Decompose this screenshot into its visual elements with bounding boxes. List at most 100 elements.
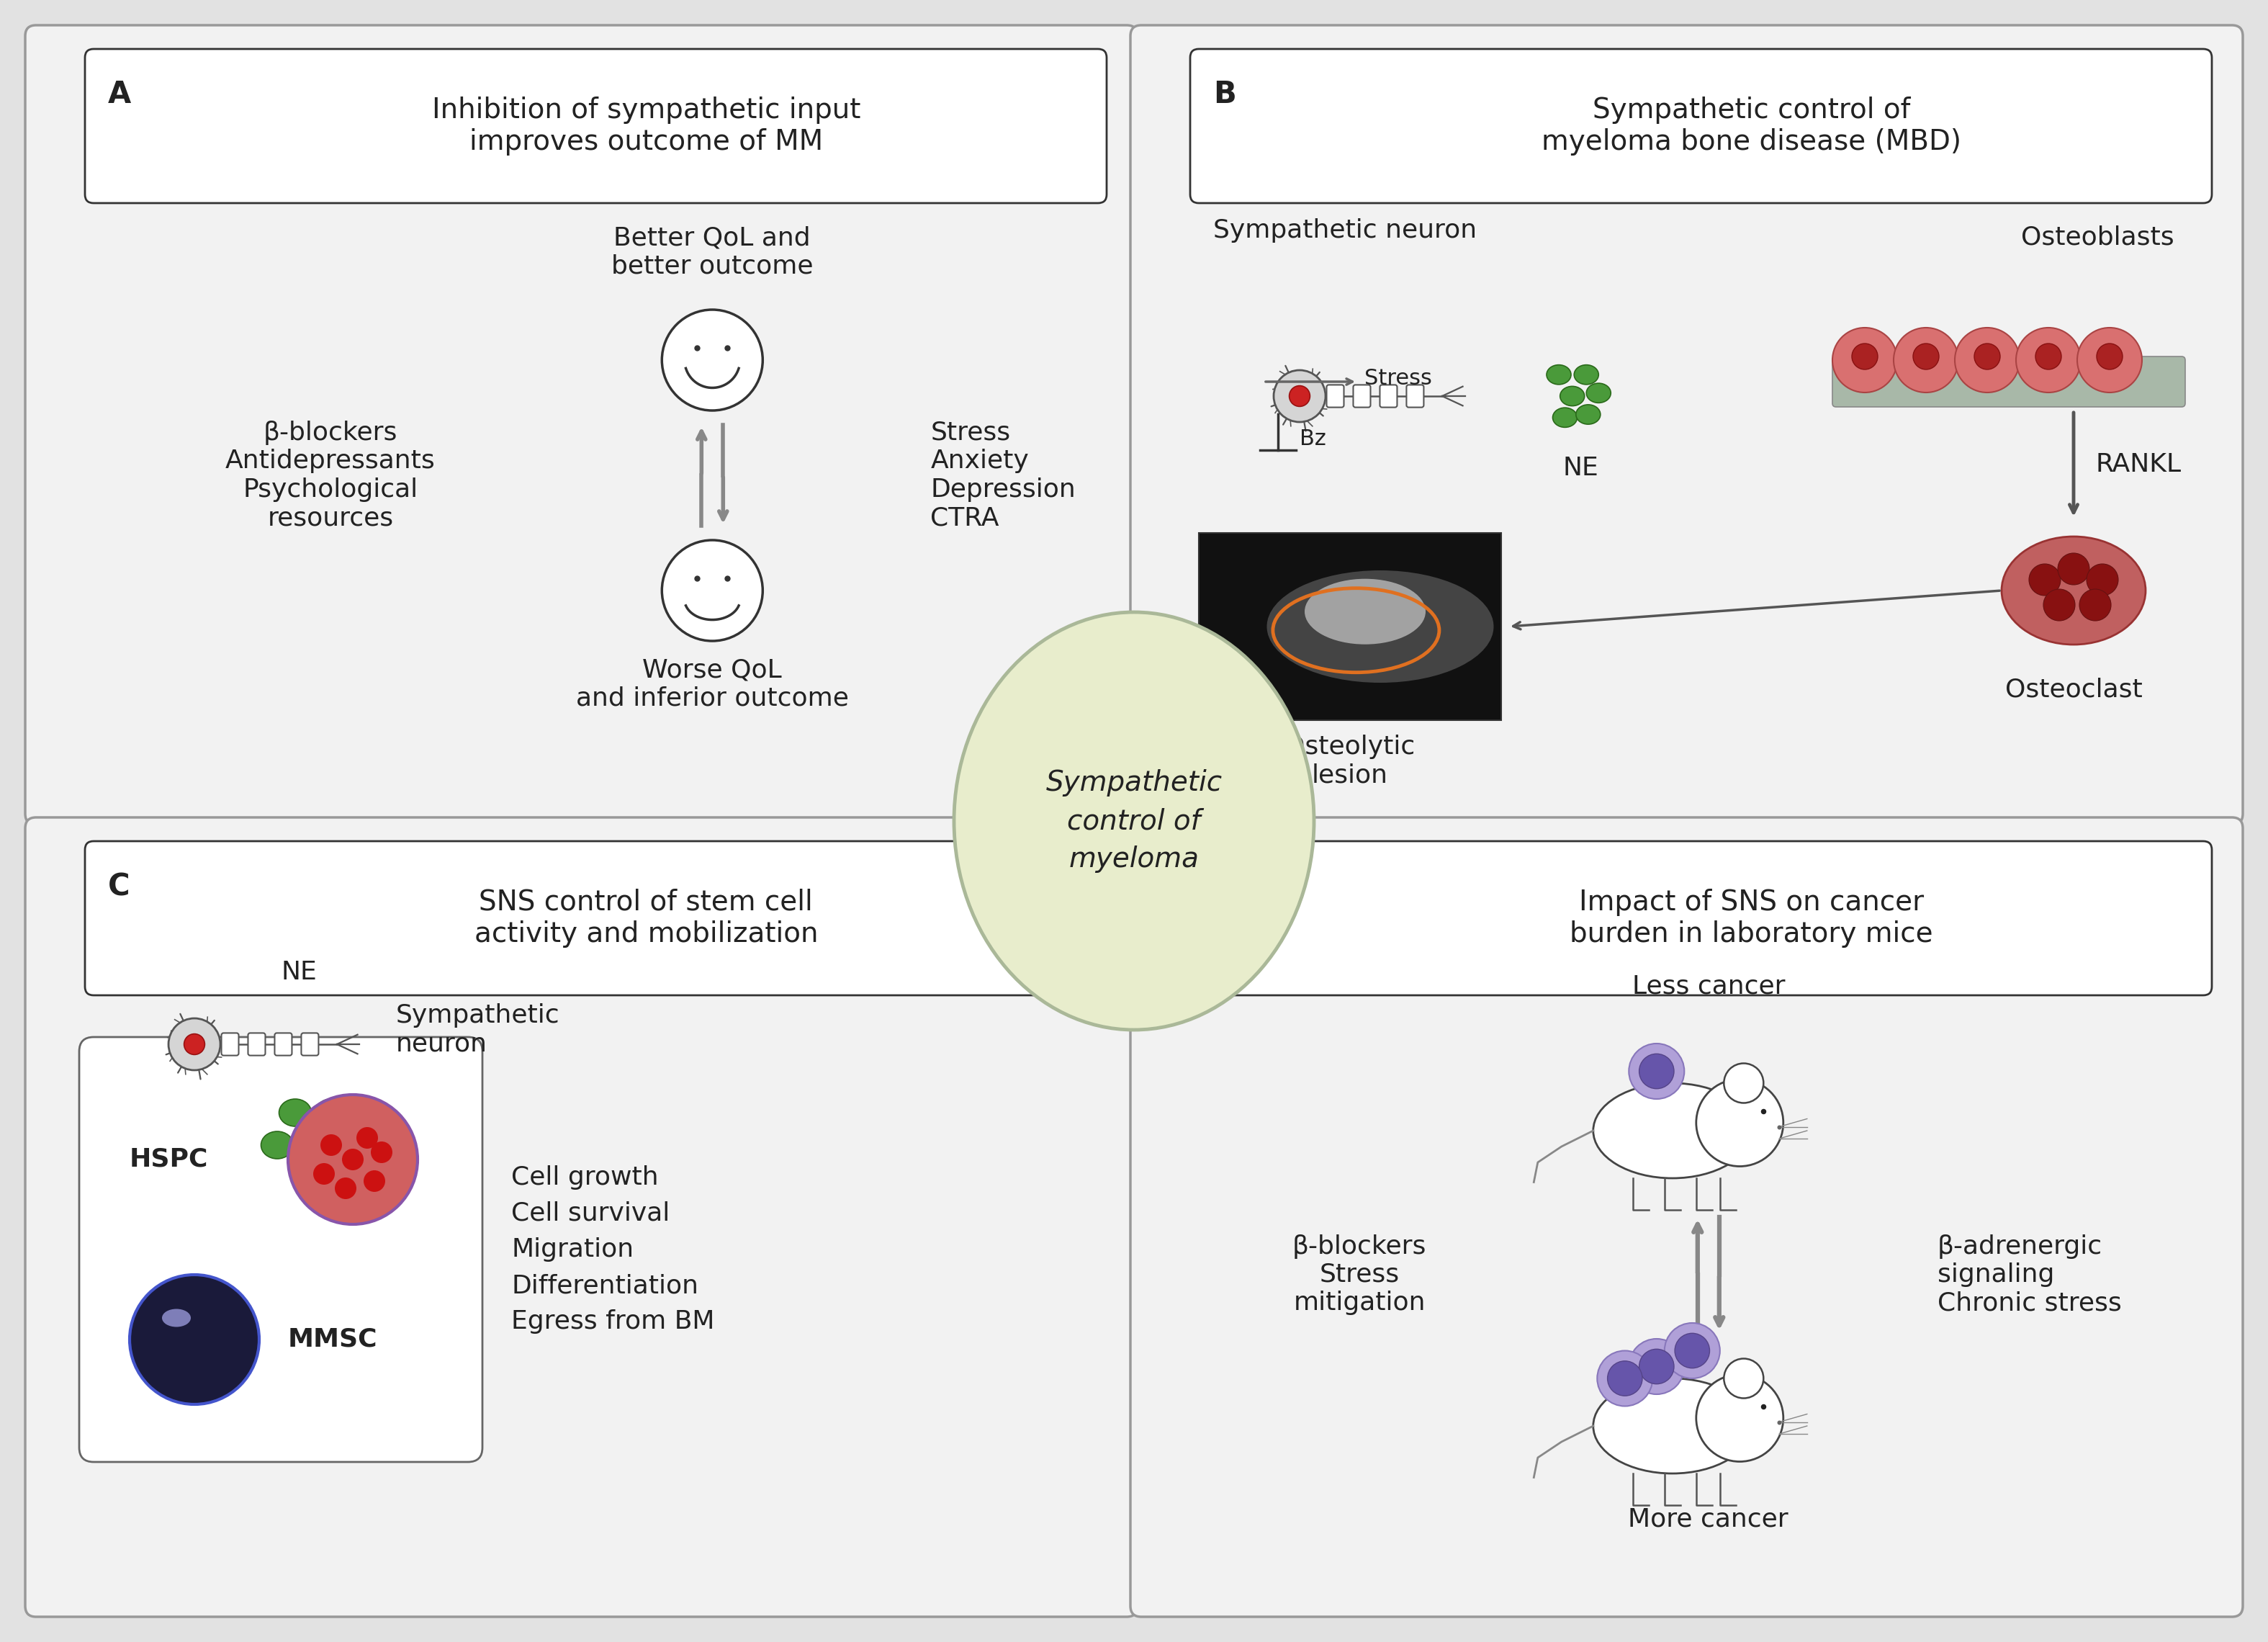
Text: A: A	[109, 79, 132, 110]
Text: Bz: Bz	[1300, 429, 1327, 450]
Ellipse shape	[1547, 365, 1572, 384]
Circle shape	[1640, 1054, 1674, 1089]
Text: B: B	[1213, 79, 1236, 110]
Circle shape	[1288, 386, 1311, 407]
Circle shape	[370, 1141, 392, 1163]
Ellipse shape	[1268, 570, 1495, 683]
Text: SNS control of stem cell
activity and mobilization: SNS control of stem cell activity and mo…	[474, 888, 819, 947]
Text: Stress: Stress	[1365, 368, 1431, 389]
Text: HSPC: HSPC	[129, 1148, 209, 1172]
FancyBboxPatch shape	[1200, 534, 1501, 721]
Circle shape	[1955, 328, 2019, 392]
FancyBboxPatch shape	[274, 1033, 293, 1056]
FancyBboxPatch shape	[1354, 384, 1370, 407]
Circle shape	[1597, 1351, 1653, 1406]
Circle shape	[1833, 328, 1898, 392]
Circle shape	[129, 1274, 259, 1404]
Text: Sympathetic
control of
myeloma: Sympathetic control of myeloma	[1046, 768, 1222, 874]
Text: NE: NE	[281, 961, 318, 985]
Circle shape	[2043, 589, 2075, 621]
FancyBboxPatch shape	[84, 841, 1107, 995]
FancyBboxPatch shape	[222, 1033, 238, 1056]
Ellipse shape	[261, 1131, 293, 1159]
Circle shape	[336, 1177, 356, 1199]
Circle shape	[1724, 1358, 1765, 1399]
Circle shape	[662, 310, 762, 410]
Circle shape	[2057, 553, 2089, 585]
FancyBboxPatch shape	[25, 818, 1139, 1617]
Text: β-blockers
Stress
mitigation: β-blockers Stress mitigation	[1293, 1235, 1427, 1315]
Circle shape	[1628, 1338, 1685, 1394]
Circle shape	[342, 1149, 363, 1171]
Text: Inhibition of sympathetic input
improves outcome of MM: Inhibition of sympathetic input improves…	[431, 97, 860, 156]
Ellipse shape	[1304, 580, 1427, 644]
Ellipse shape	[1592, 1378, 1751, 1473]
Text: β-adrenergic
signaling
Chronic stress: β-adrenergic signaling Chronic stress	[1937, 1235, 2121, 1315]
FancyBboxPatch shape	[1379, 384, 1397, 407]
FancyBboxPatch shape	[1129, 818, 2243, 1617]
Ellipse shape	[161, 1309, 191, 1327]
Ellipse shape	[2003, 537, 2146, 645]
Ellipse shape	[279, 1098, 311, 1126]
Circle shape	[1608, 1361, 1642, 1396]
Ellipse shape	[1576, 404, 1601, 424]
Text: More cancer: More cancer	[1628, 1507, 1789, 1532]
Text: Osteolytic
lesion: Osteolytic lesion	[1284, 734, 1415, 788]
Text: C: C	[109, 872, 129, 901]
Circle shape	[1640, 1350, 1674, 1384]
Circle shape	[2016, 328, 2080, 392]
Text: Worse QoL
and inferior outcome: Worse QoL and inferior outcome	[576, 658, 848, 711]
Text: Sympathetic
neuron: Sympathetic neuron	[397, 1003, 560, 1056]
Ellipse shape	[1585, 383, 1610, 402]
FancyBboxPatch shape	[84, 49, 1107, 204]
Text: D: D	[1213, 872, 1238, 901]
FancyBboxPatch shape	[247, 1033, 265, 1056]
FancyBboxPatch shape	[302, 1033, 318, 1056]
Circle shape	[1665, 1323, 1719, 1378]
Text: β-blockers
Antidepressants
Psychological
resources: β-blockers Antidepressants Psychological…	[225, 420, 435, 530]
FancyBboxPatch shape	[1129, 25, 2243, 824]
Text: NE: NE	[1563, 456, 1599, 481]
Text: Better QoL and
better outcome: Better QoL and better outcome	[612, 225, 814, 279]
Circle shape	[662, 540, 762, 640]
Circle shape	[1628, 1044, 1685, 1098]
Circle shape	[1696, 1374, 1783, 1461]
Text: Less cancer: Less cancer	[1633, 974, 1785, 998]
Ellipse shape	[955, 612, 1313, 1030]
Circle shape	[1724, 1064, 1765, 1103]
FancyBboxPatch shape	[79, 1038, 483, 1461]
Text: RANKL: RANKL	[2096, 452, 2182, 476]
Ellipse shape	[1554, 407, 1576, 427]
Text: Osteoclast: Osteoclast	[2005, 677, 2143, 701]
Circle shape	[2096, 343, 2123, 369]
Circle shape	[1674, 1333, 1710, 1368]
Circle shape	[2034, 343, 2062, 369]
Circle shape	[288, 1095, 417, 1225]
Ellipse shape	[1560, 386, 1585, 406]
Circle shape	[356, 1126, 379, 1149]
Ellipse shape	[1574, 365, 1599, 384]
Circle shape	[1696, 1079, 1783, 1166]
FancyBboxPatch shape	[1191, 841, 2211, 995]
Circle shape	[184, 1034, 204, 1054]
Ellipse shape	[333, 1131, 365, 1159]
Circle shape	[2087, 563, 2118, 596]
Text: Osteoblasts: Osteoblasts	[2021, 225, 2175, 250]
FancyBboxPatch shape	[1406, 384, 1424, 407]
FancyBboxPatch shape	[25, 25, 1139, 824]
Circle shape	[2030, 563, 2062, 596]
Ellipse shape	[1592, 1084, 1751, 1179]
Text: Cell growth
Cell survival
Migration
Differentiation
Egress from BM: Cell growth Cell survival Migration Diff…	[510, 1164, 714, 1333]
Circle shape	[320, 1135, 342, 1156]
Text: Sympathetic neuron: Sympathetic neuron	[1213, 218, 1476, 243]
Ellipse shape	[297, 1131, 329, 1159]
Circle shape	[2077, 328, 2141, 392]
Circle shape	[313, 1163, 336, 1184]
Circle shape	[1912, 343, 1939, 369]
Text: Sympathetic control of
myeloma bone disease (MBD): Sympathetic control of myeloma bone dise…	[1542, 97, 1962, 156]
Circle shape	[168, 1018, 220, 1071]
FancyBboxPatch shape	[1191, 49, 2211, 204]
Circle shape	[2080, 589, 2112, 621]
Ellipse shape	[315, 1098, 347, 1126]
FancyBboxPatch shape	[1327, 384, 1345, 407]
